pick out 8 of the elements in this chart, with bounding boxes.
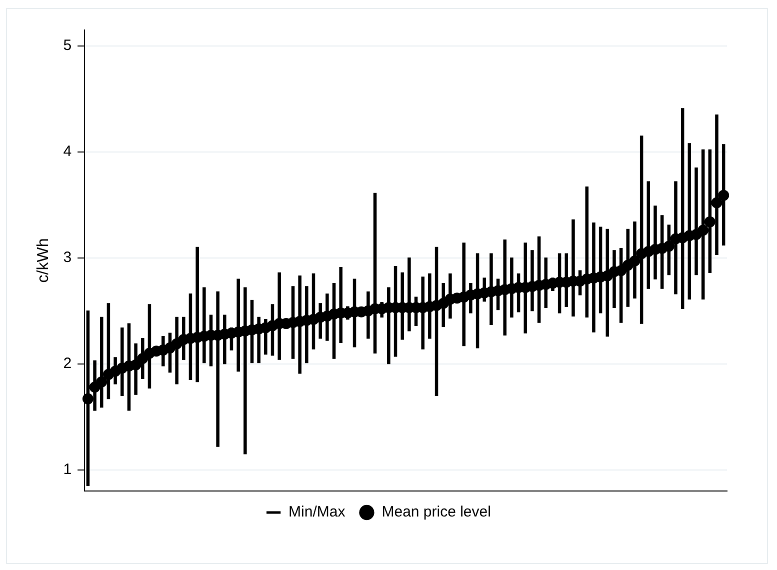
- y-axis-title: c/kWh: [35, 238, 52, 283]
- y-tick-label: 3: [63, 248, 72, 266]
- legend-label: Min/Max: [288, 504, 346, 521]
- y-tick-label: 1: [63, 460, 72, 478]
- y-tick-label: 2: [63, 354, 72, 372]
- y-tick-label: 4: [63, 143, 72, 160]
- y-tick-label: 5: [63, 37, 72, 54]
- legend-label: Mean price level: [382, 504, 491, 521]
